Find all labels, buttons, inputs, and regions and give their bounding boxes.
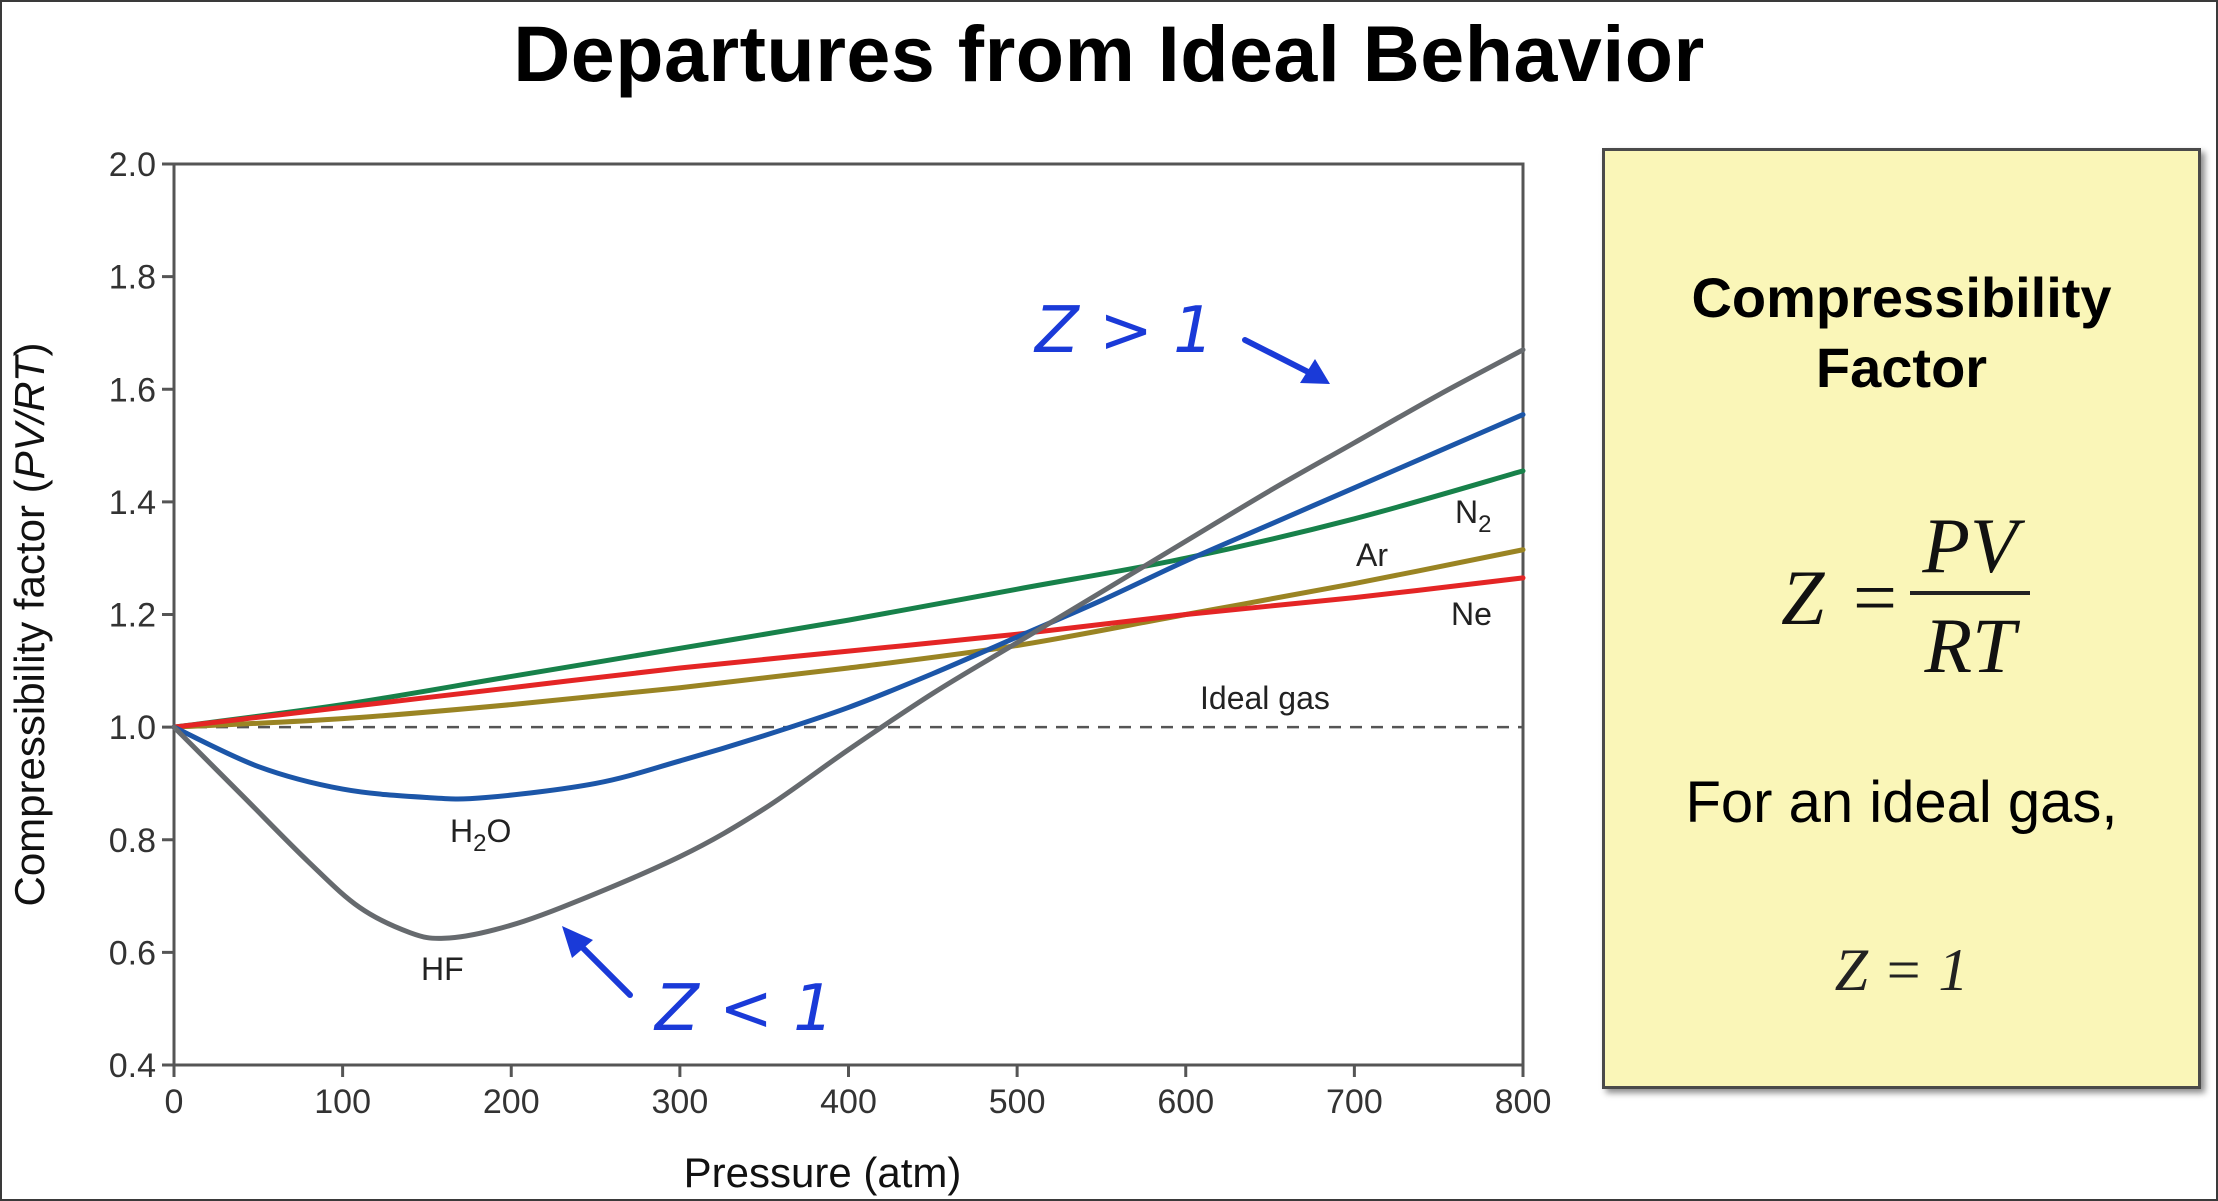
ne-line [171, 575, 1526, 730]
h2o-line [171, 412, 1526, 802]
ar-line [171, 547, 1526, 730]
hf-line [171, 347, 1526, 941]
y-tick-label: 0.4 [109, 1047, 156, 1085]
h2o-label-text-end: O [486, 813, 511, 849]
x-tick-label: 700 [1326, 1083, 1383, 1121]
formula-fraction-bar [1910, 591, 2030, 595]
y-tick-label: 1.2 [109, 597, 156, 635]
x-tick-label: 400 [820, 1083, 877, 1121]
y-axis-label: Compressibility factor (PV/RT) [6, 342, 53, 906]
info-title-line1: Compressibility [1691, 266, 2112, 329]
y-axis-label-italic: PV/RT [6, 353, 53, 479]
y-axis-label-end: ) [6, 342, 53, 356]
n2-label: N2 [1455, 494, 1491, 538]
y-tick-label: 0.6 [109, 934, 156, 972]
y-tick-label: 2.0 [109, 146, 156, 184]
y-axis-label-text: Compressibility factor ( [6, 479, 53, 906]
compressibility-formula: Z = PV RT [1605, 501, 2198, 689]
x-tick-label: 300 [652, 1083, 709, 1121]
z-gt-arrow-head [1300, 359, 1330, 384]
ideal-gas-label-text: Ideal gas [1200, 680, 1330, 716]
x-tick-label: 0 [165, 1083, 184, 1121]
n2-label-subscript: 2 [1478, 511, 1491, 538]
y-tick-label: 1.6 [109, 371, 156, 409]
ar-label: Ar [1356, 537, 1388, 573]
n2-label-text: N [1455, 494, 1478, 530]
x-tick-label: 800 [1495, 1083, 1552, 1121]
ne-label-text: Ne [1451, 596, 1492, 632]
hf-label: HF [421, 951, 464, 987]
y-tick-label: 1.8 [109, 259, 156, 297]
info-title-line2: Factor [1815, 336, 1988, 399]
formula-lhs: Z [1781, 554, 1825, 641]
z-lt-arrow-shaft [573, 938, 633, 998]
x-axis-label: Pressure (atm) [684, 1149, 962, 1196]
x-tick-label: 100 [314, 1083, 371, 1121]
ne-label: Ne [1451, 596, 1492, 632]
plot-frame [172, 162, 1525, 1067]
info-box-title: Compressibility Factor [1605, 263, 2198, 403]
y-tick-label: 0.8 [109, 822, 156, 860]
z-lt-arrow-head [562, 926, 593, 958]
x-tick-label: 500 [989, 1083, 1046, 1121]
formula-numerator: PV [1922, 502, 2018, 589]
ideal-gas-label: Ideal gas [1200, 680, 1330, 716]
ar-label-text: Ar [1356, 537, 1388, 573]
n2-line [171, 468, 1526, 730]
y-tick-label: 1.0 [109, 709, 156, 747]
z-less-than-one-annotation: Z < 1 [653, 972, 834, 1046]
ideal-gas-z-value: Z = 1 [1834, 937, 1969, 1003]
hf-label-text: HF [421, 951, 464, 987]
x-tick-label: 600 [1157, 1083, 1214, 1121]
compressibility-info-box: Compressibility Factor Z = PV RT For an … [1602, 148, 2201, 1089]
z-gt-arrow-shaft [1242, 337, 1321, 380]
h2o-label: H2O [450, 813, 511, 857]
page-title: Departures from Ideal Behavior [513, 9, 1705, 98]
ideal-gas-text: For an ideal gas, [1685, 770, 2118, 835]
formula-equals: = [1853, 554, 1897, 641]
y-tick-label: 1.4 [109, 484, 156, 522]
h2o-label-text: H [450, 813, 473, 849]
x-tick-label: 200 [483, 1083, 540, 1121]
z-greater-than-one-annotation: Z > 1 [1033, 294, 1214, 368]
formula-denominator: RT [1924, 602, 2016, 689]
h2o-label-subscript: 2 [473, 830, 486, 857]
